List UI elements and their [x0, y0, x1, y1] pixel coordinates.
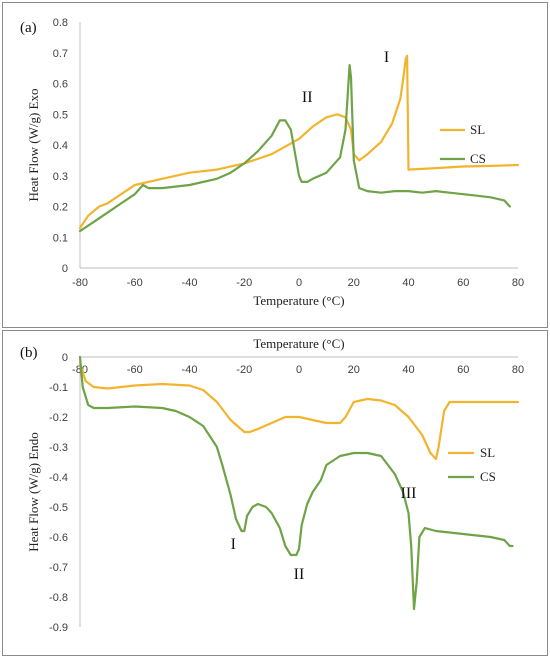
panel-a-x-tick-label: 80 — [512, 277, 524, 289]
panel-b-x-tick-label: 20 — [348, 364, 360, 376]
panel-b-legend-label-cs: CS — [480, 469, 496, 484]
panel-a-peak-annotation: I — [384, 49, 389, 66]
panel-a-x-axis-title: Temperature (°C) — [253, 293, 344, 308]
panel-a-x-tick-label: -60 — [127, 277, 143, 289]
panel-a-y-tick-label: 0.5 — [53, 109, 68, 121]
panel-a-y-tick-label: 0.1 — [53, 232, 68, 244]
panel-a-series-sl-line — [78, 54, 520, 230]
panel-a-frame — [2, 2, 548, 328]
panel-b-x-tick-label: -60 — [127, 364, 143, 376]
panel-b-peak-annotation: III — [401, 485, 417, 502]
panel-a-x-tick-label: 40 — [402, 277, 414, 289]
panel-b-x-tick-label: 40 — [402, 364, 414, 376]
panel-b-y-tick-label: -0.6 — [49, 532, 68, 544]
panel-a-series-cs-line — [78, 63, 511, 233]
panel-a-legend-label-cs: CS — [470, 151, 486, 166]
panel-b-peak-annotation: II — [294, 566, 305, 583]
panel-a-x-tick-label: 20 — [348, 277, 360, 289]
panel-b-y-tick-label: -0.5 — [49, 502, 68, 514]
panel-b-x-tick-label: -20 — [236, 364, 252, 376]
panel-b-y-tick-label: -0.7 — [49, 562, 68, 574]
panel-a-y-tick-label: 0.7 — [53, 48, 68, 60]
panel-a-x-tick-label: -20 — [236, 277, 252, 289]
panel-a-x-tick-label: 0 — [296, 277, 302, 289]
panel-b-series-sl-line — [78, 361, 520, 461]
panel-b-x-tick-label: 60 — [457, 364, 469, 376]
panel-b-x-tick-label: 0 — [296, 364, 302, 376]
panel-a-y-tick-label: 0.2 — [53, 202, 68, 214]
panel-b-x-tick-label: 80 — [512, 364, 524, 376]
panel-b-y-tick-label: 0 — [62, 352, 68, 364]
panel-a-chart: -80 -60 -40 -20 0 20 40 60 80 0 0.1 0.2 0.3 0.4 0.5 0.6… — [20, 17, 524, 308]
panel-a-y-tick-label: 0.8 — [53, 17, 68, 29]
panel-b-x-axis-title: Temperature (°C) — [253, 336, 344, 351]
panel-b-y-tick-label: -0.2 — [49, 412, 68, 424]
panel-b-frame — [2, 330, 548, 656]
panel-b-y-tick-label: -0.4 — [49, 472, 68, 484]
panel-b-series-cs-line — [78, 355, 514, 611]
panel-a-y-tick-label: 0 — [62, 263, 68, 275]
panel-b-y-tick-label: -0.3 — [49, 442, 68, 454]
panel-a-x-tick-label: -80 — [72, 277, 88, 289]
panel-a-x-tick-label: 60 — [457, 277, 469, 289]
panel-a-label: (a) — [20, 20, 37, 36]
panel-a-y-tick-label: 0.3 — [53, 171, 68, 183]
panel-b-peak-annotation: I — [231, 536, 236, 553]
panel-a-peak-annotation: II — [302, 89, 313, 106]
panel-a-y-tick-label: 0.4 — [53, 140, 68, 152]
panel-b-y-tick-label: -0.8 — [49, 592, 68, 604]
panel-b-chart: -80 -60 -40 -20 0 20 40 60 800-0.1-0.2-0.3-0.4-0… — [20, 336, 524, 634]
panel-b-legend-label-sl: SL — [480, 445, 495, 460]
panel-b-label: (b) — [20, 345, 38, 361]
panel-a-legend-label-sl: SL — [470, 122, 485, 137]
panel-b-y-axis-title: Heat Flow (W/g) Endo — [26, 432, 41, 552]
panel-a-y-tick-label: 0.6 — [53, 79, 68, 91]
panel-a-y-axis-title: Heat Flow (W/g) Exo — [26, 88, 41, 201]
panel-a-x-tick-label: -40 — [182, 277, 198, 289]
panel-b-y-tick-label: -0.1 — [49, 382, 68, 394]
panel-b-y-tick-label: -0.9 — [49, 622, 68, 634]
panel-b-x-tick-label: -40 — [182, 364, 198, 376]
